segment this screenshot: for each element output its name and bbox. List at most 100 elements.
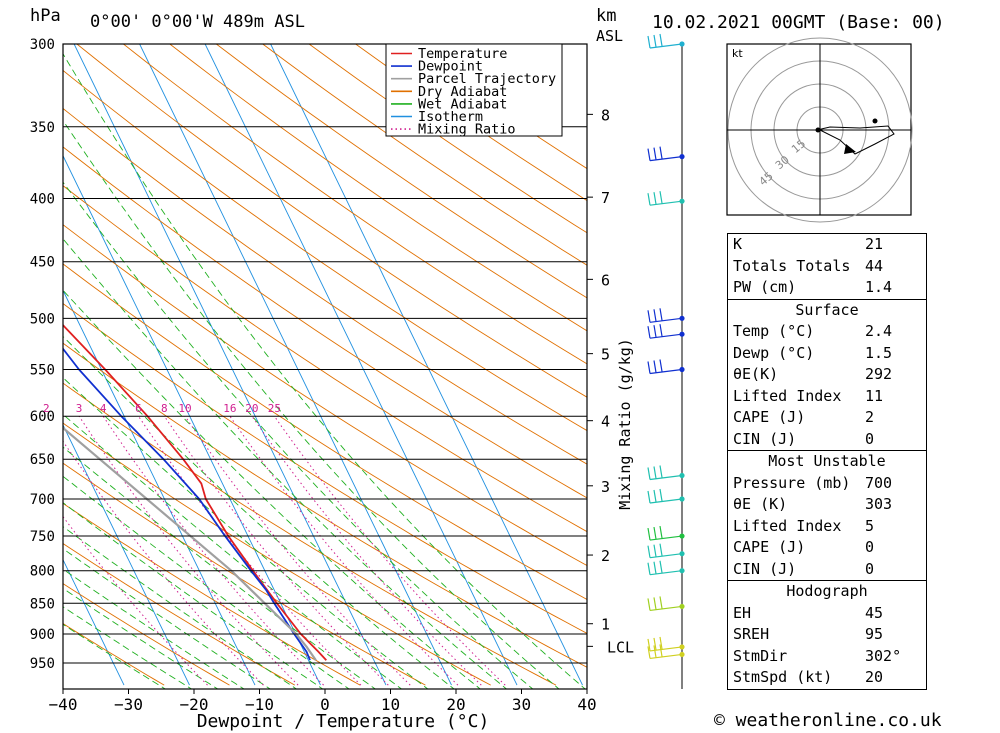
most-unstable-label: Lifted Index (733, 516, 842, 535)
most-unstable-label: θE (K) (733, 495, 788, 513)
surface-label: CAPE (J) (733, 408, 806, 426)
mixing-ratio-tick-label: 20 (245, 402, 258, 415)
hodograph-value: 45 (865, 603, 884, 622)
isotherm-line (73, 44, 387, 686)
hodograph-row: StmSpd (kt) 20 (728, 667, 926, 689)
mixing-ratio-line (102, 415, 324, 686)
dry-adiabat-line (76, 44, 587, 398)
mixing-ratio-tick-label: 6 (135, 402, 142, 415)
mixing-ratio-tick-label: 4 (100, 402, 107, 415)
hodograph-value: 95 (865, 625, 884, 643)
dry-adiabat-line (63, 263, 587, 600)
pressure-tick-label: 700 (30, 492, 55, 508)
most-unstable-label: CIN (J) (733, 559, 797, 578)
pressure-tick-label: 350 (30, 120, 55, 136)
legend-label: Parcel Trajectory (418, 71, 556, 87)
wind-barb (647, 560, 683, 576)
dry-adiabat-line (63, 462, 426, 686)
surface-value: 11 (865, 386, 884, 405)
pressure-tick-label: 400 (30, 191, 55, 207)
x-tick-label: 30 (512, 695, 531, 714)
mixing-ratio-line (251, 415, 482, 686)
surface-row: Dewp (°C) 1.5 (728, 343, 926, 365)
wet-adiabat-line (63, 587, 219, 689)
wet-adiabat-line (63, 53, 586, 689)
surface-value: 1.5 (865, 343, 893, 362)
pressure-unit: hPa (30, 6, 61, 26)
isotherm-line (63, 154, 321, 686)
mixing-ratio-axis-label: Mixing Ratio (g/kg) (616, 338, 634, 510)
index-label: Totals Totals (733, 256, 851, 275)
index-value: 44 (865, 256, 884, 275)
index-value: 1.4 (865, 278, 893, 296)
most-unstable-label: Pressure (mb) (733, 473, 851, 492)
most-unstable-row: CIN (J) 0 (728, 559, 926, 581)
legend-label: Dry Adiabat (418, 84, 507, 100)
dry-adiabat-line (63, 502, 361, 686)
dry-adiabat-line (63, 69, 587, 432)
most-unstable-row: θE (K) 303 (728, 494, 926, 516)
legend-label: Mixing Ratio (418, 122, 516, 138)
indices-table: K 21 Totals Totals 44 PW (cm) 1.4 Surface Tem… (727, 233, 927, 690)
x-tick-label: 0 (320, 695, 330, 714)
most-unstable-value: 303 (865, 495, 893, 513)
mixing-ratio-line (78, 415, 299, 686)
pressure-tick-label: 800 (30, 564, 55, 580)
index-row: K 21 (728, 234, 926, 256)
pressure-tick-label: 850 (30, 596, 55, 612)
wet-adiabat-line (63, 475, 350, 689)
wet-adiabat-line (63, 623, 167, 689)
hodograph-value: 20 (865, 668, 884, 686)
wind-barb (647, 465, 683, 481)
most-unstable-value: 5 (865, 516, 875, 535)
surface-row: CIN (J) 0 (728, 429, 926, 451)
hodograph-row: SREH 95 (728, 624, 926, 646)
index-value: 21 (865, 235, 884, 253)
surface-value: 292 (865, 365, 893, 383)
most-unstable-value: 0 (865, 559, 875, 578)
most-unstable-row: Pressure (mb) 700 (728, 473, 926, 495)
hodograph-trace (816, 125, 895, 155)
dry-adiabat-line (63, 422, 491, 686)
mixing-ratio-line (63, 515, 208, 686)
surface-label: Lifted Index (733, 386, 842, 405)
mixing-ratio-tick-label: 8 (161, 402, 168, 415)
legend-label: Temperature (418, 46, 507, 62)
most-unstable-value: 0 (865, 538, 875, 556)
most-unstable-row: CAPE (J) 0 (728, 537, 926, 559)
hodograph-point (872, 118, 878, 124)
wet-adiabat-line (63, 446, 377, 689)
wind-barb (647, 359, 683, 375)
lcl-label: LCL (607, 638, 634, 656)
dry-adiabat-line (169, 44, 587, 332)
mixing-ratio-tick-label: 25 (268, 402, 281, 415)
x-tick-label: −40 (49, 695, 78, 714)
storm-motion-marker (844, 144, 856, 154)
x-tick-label: −10 (245, 695, 274, 714)
km-tick-label: 1 (601, 616, 610, 634)
wind-barb (647, 324, 683, 339)
surface-label: θE(K) (733, 365, 779, 383)
dry-adiabat-line (63, 107, 587, 465)
dry-adiabat-line (63, 146, 587, 499)
dewpoint-profile (63, 347, 311, 661)
wind-barb (647, 596, 683, 612)
mixing-ratio-line (273, 415, 506, 686)
x-tick-label: −20 (180, 695, 209, 714)
surface-value: 2 (865, 408, 875, 426)
hodograph-unit: kt (732, 47, 743, 60)
km-tick-label: 6 (601, 271, 610, 289)
hodograph-label: StmSpd (kt) (733, 668, 833, 686)
mixing-ratio-tick-label: 3 (76, 402, 83, 415)
x-tick-label: 40 (577, 695, 596, 714)
wind-barb (647, 543, 683, 559)
x-tick-label: 10 (381, 695, 400, 714)
dry-adiabat-line (63, 185, 587, 533)
dry-adiabat-line (63, 542, 296, 686)
pressure-tick-label: 900 (30, 627, 55, 643)
wind-barb (647, 488, 683, 504)
most-unstable-title: Most Unstable (768, 452, 886, 470)
mixing-ratio-line (184, 415, 411, 686)
dry-adiabat-line (216, 44, 587, 299)
wet-adiabat-line (63, 119, 560, 689)
